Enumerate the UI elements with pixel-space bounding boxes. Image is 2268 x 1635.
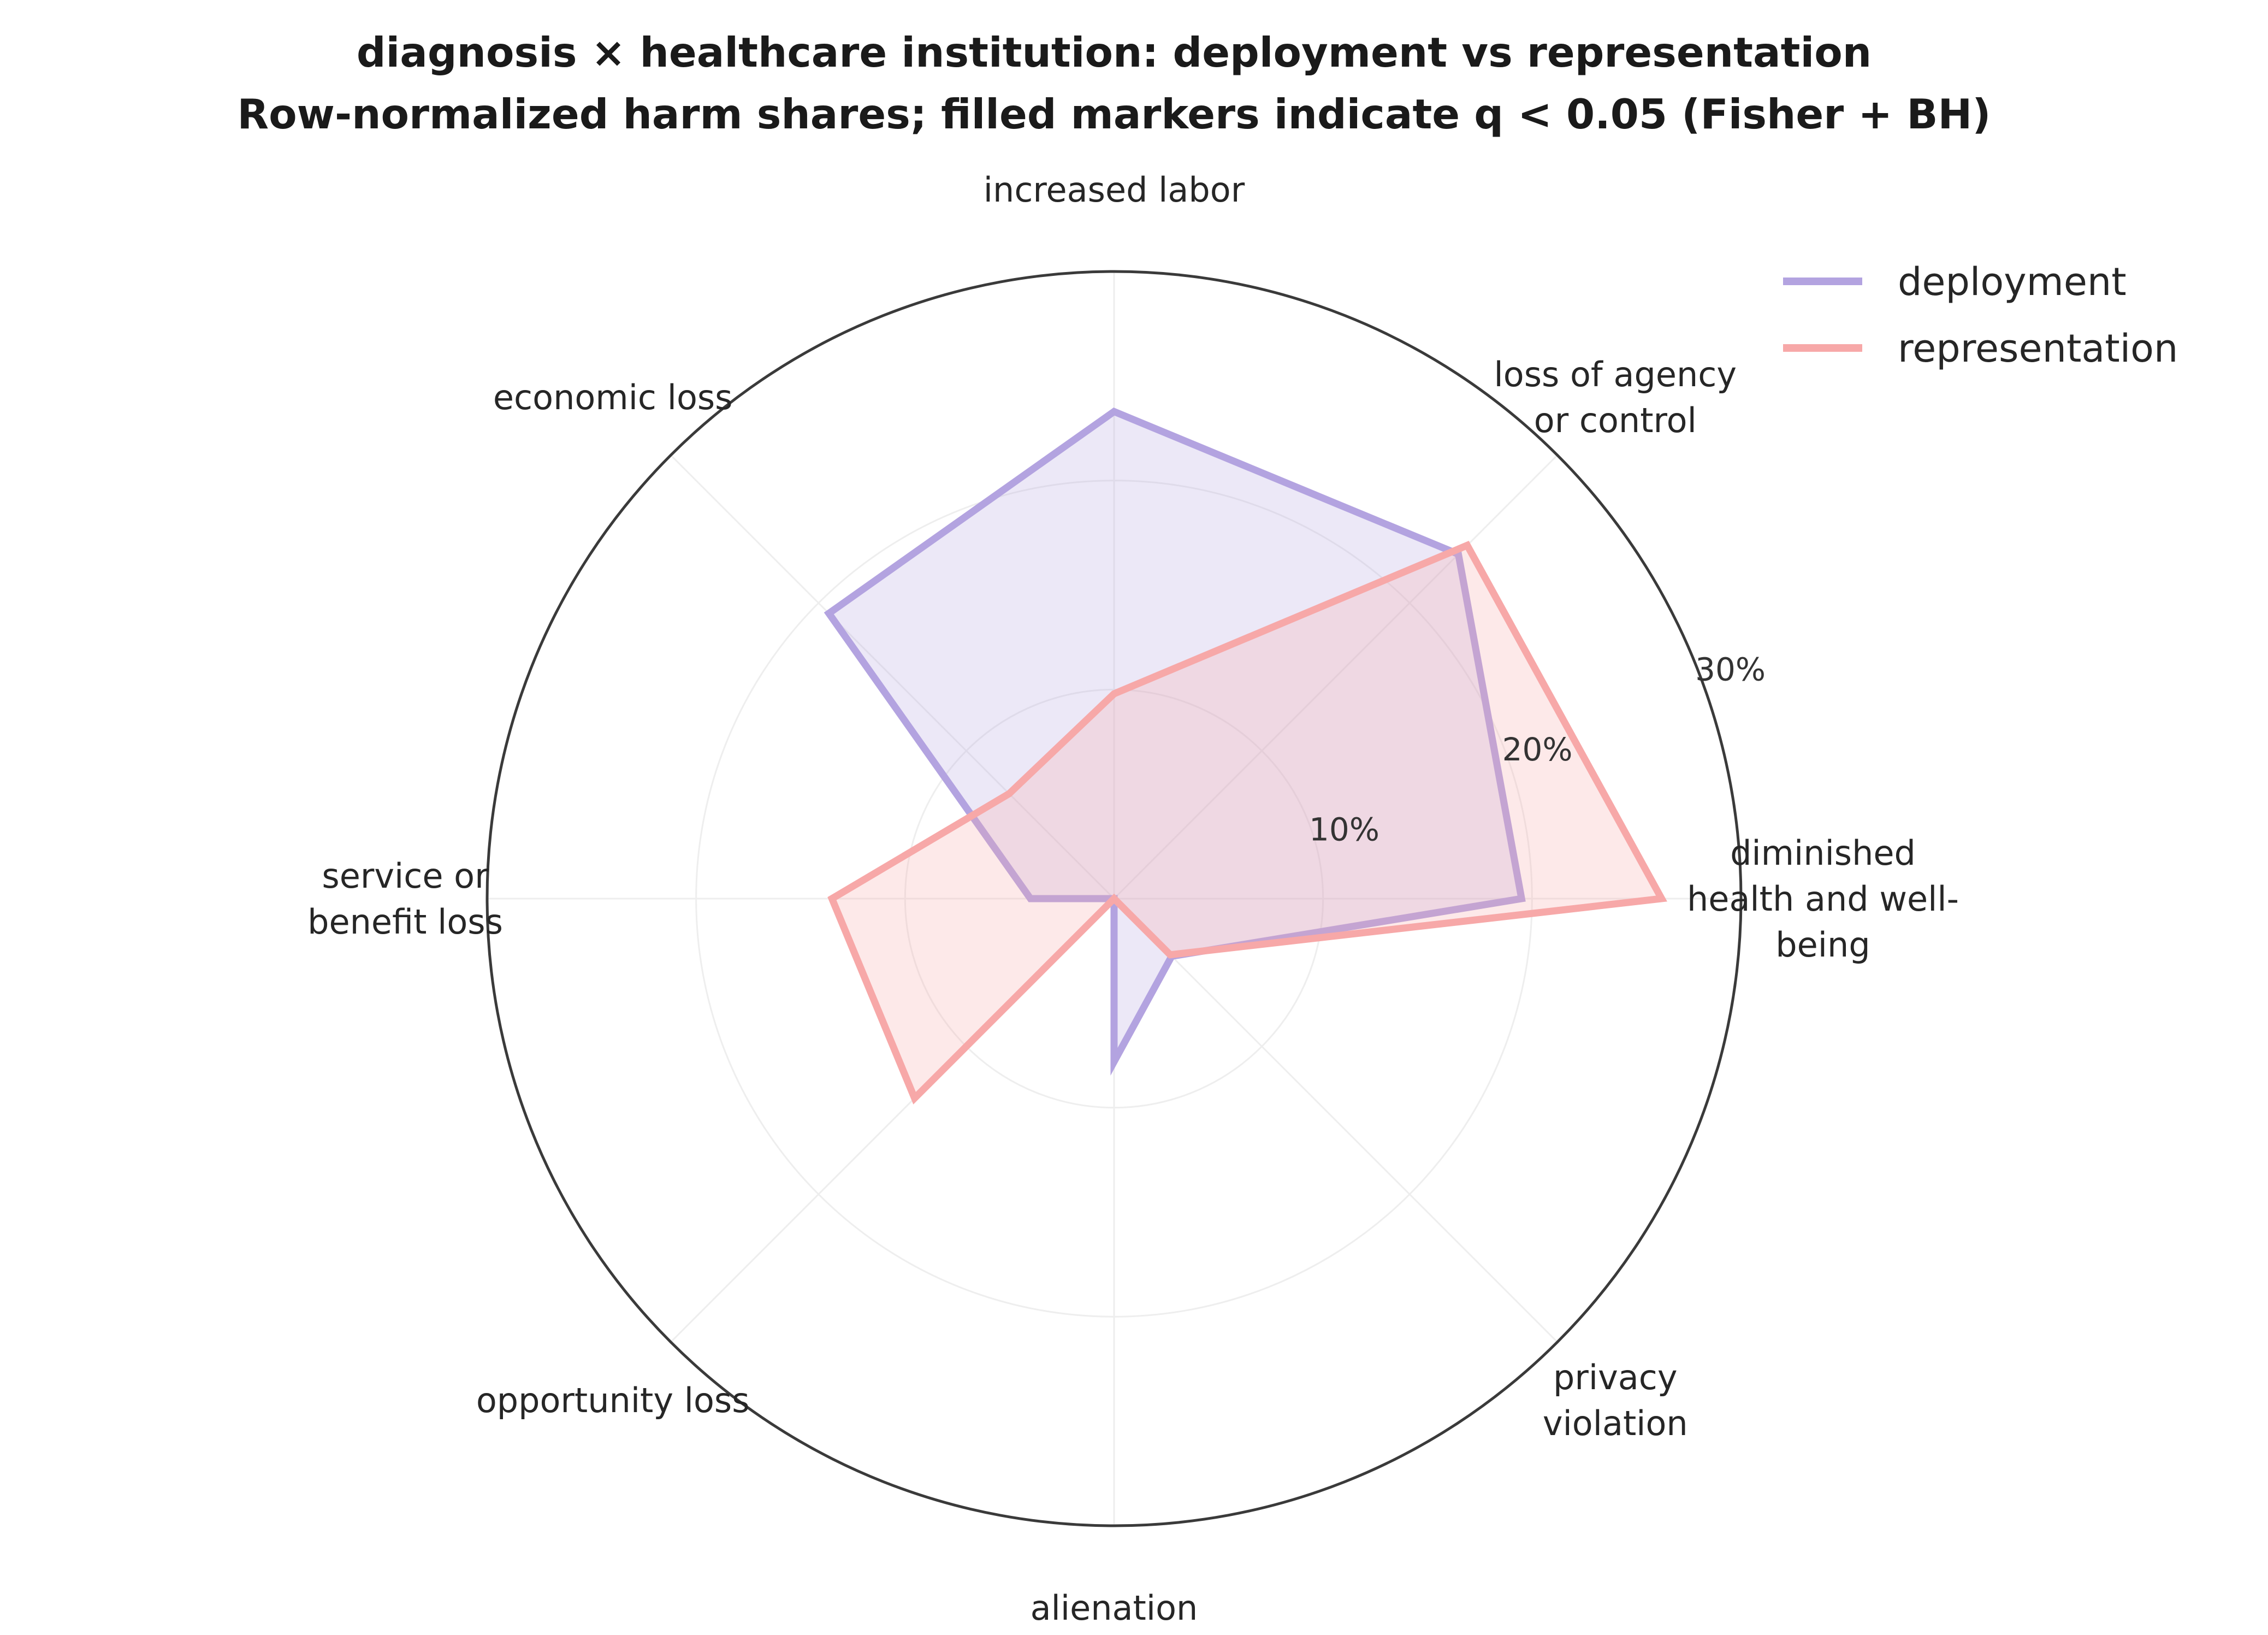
radar-series — [485, 270, 1743, 1527]
radar-axis-labels: diminished health and well-being loss of a… — [307, 170, 1959, 1628]
grid-spoke-3 — [670, 455, 1115, 900]
legend-label-representation: representation — [1898, 326, 2178, 371]
axis-label-1-line-0: loss of agency — [1494, 355, 1737, 394]
series-fill-representation — [832, 545, 1662, 1099]
tick-label-1: 20% — [1502, 731, 1573, 768]
axis-label-2-line-0: increased labor — [984, 170, 1245, 210]
axis-label-4: service or benefit loss — [307, 856, 503, 942]
radar-tick-labels: 10% 20% 30% — [1309, 651, 1766, 848]
series-line-deployment — [824, 408, 1526, 1076]
axis-label-4-line-1: benefit loss — [307, 902, 503, 942]
axis-label-3-line-0: economic loss — [493, 377, 733, 417]
axis-label-0: diminished health and well-being — [1687, 833, 1959, 965]
axis-label-3: economic loss — [493, 377, 733, 417]
radar-grid — [487, 271, 1741, 1526]
chart-subtitle: Row-normalized harm shares; filled marke… — [237, 90, 1991, 138]
axis-label-0-line-1: health and well- — [1687, 879, 1959, 919]
axis-label-5-line-0: opportunity loss — [476, 1380, 750, 1420]
axis-label-7-line-1: violation — [1543, 1403, 1688, 1443]
axis-label-6: alienation — [1031, 1588, 1198, 1628]
axis-label-7-line-0: privacy — [1553, 1357, 1678, 1397]
axis-label-1: loss of agency or control — [1494, 355, 1737, 440]
axis-label-4-line-0: service or — [322, 856, 489, 896]
axis-label-6-line-0: alienation — [1031, 1588, 1198, 1628]
grid-spoke-1 — [1113, 455, 1558, 900]
axis-label-0-line-0: diminished — [1730, 833, 1916, 873]
legend: deployment representation — [1783, 259, 2178, 371]
tick-label-2: 30% — [1695, 651, 1766, 688]
radar-frame — [485, 270, 1743, 1527]
series-line-representation — [827, 541, 1667, 1105]
chart-title: diagnosis × healthcare institution: depl… — [357, 28, 1872, 76]
axis-label-2: increased labor — [984, 170, 1245, 210]
axis-label-7: privacy violation — [1543, 1357, 1688, 1443]
axis-label-1-line-1: or control — [1534, 400, 1697, 440]
series-fill-deployment — [828, 411, 1522, 1062]
tick-label-0: 10% — [1309, 811, 1379, 848]
grid-spoke-7 — [1113, 898, 1558, 1343]
axis-label-0-line-2: being — [1775, 925, 1870, 965]
legend-label-deployment: deployment — [1898, 259, 2127, 304]
axis-label-5: opportunity loss — [476, 1380, 750, 1420]
